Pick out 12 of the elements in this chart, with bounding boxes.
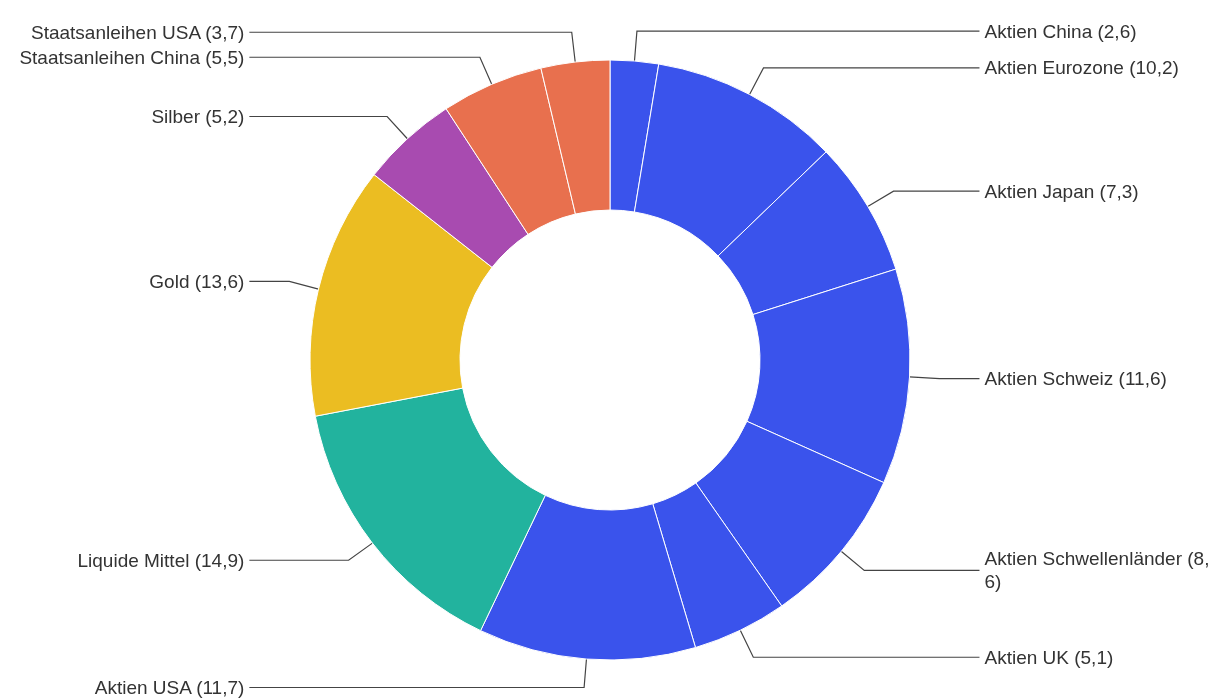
slice-label: Staatsanleihen China (5,5) [19, 46, 245, 68]
slice-label: Silber (5,2) [151, 106, 245, 128]
slice-label: Aktien USA (11,7) [94, 677, 245, 698]
slice-label: Gold (13,6) [149, 270, 245, 292]
slice-label: Staatsanleihen USA (3,7) [31, 21, 245, 43]
slice-label: Aktien China (2,6) [984, 20, 1137, 42]
slice-label: Aktien Japan (7,3) [984, 180, 1139, 202]
slice-label: Aktien UK (5,1) [984, 646, 1114, 668]
slice-label: Aktien Schweiz (11,6) [984, 368, 1167, 390]
slice-label: Aktien Eurozone (10,2) [984, 57, 1179, 79]
slice-label: Aktien Schwellenländer (8,6) [984, 548, 1210, 593]
slice-label: Liquide Mittel (14,9) [77, 549, 245, 571]
